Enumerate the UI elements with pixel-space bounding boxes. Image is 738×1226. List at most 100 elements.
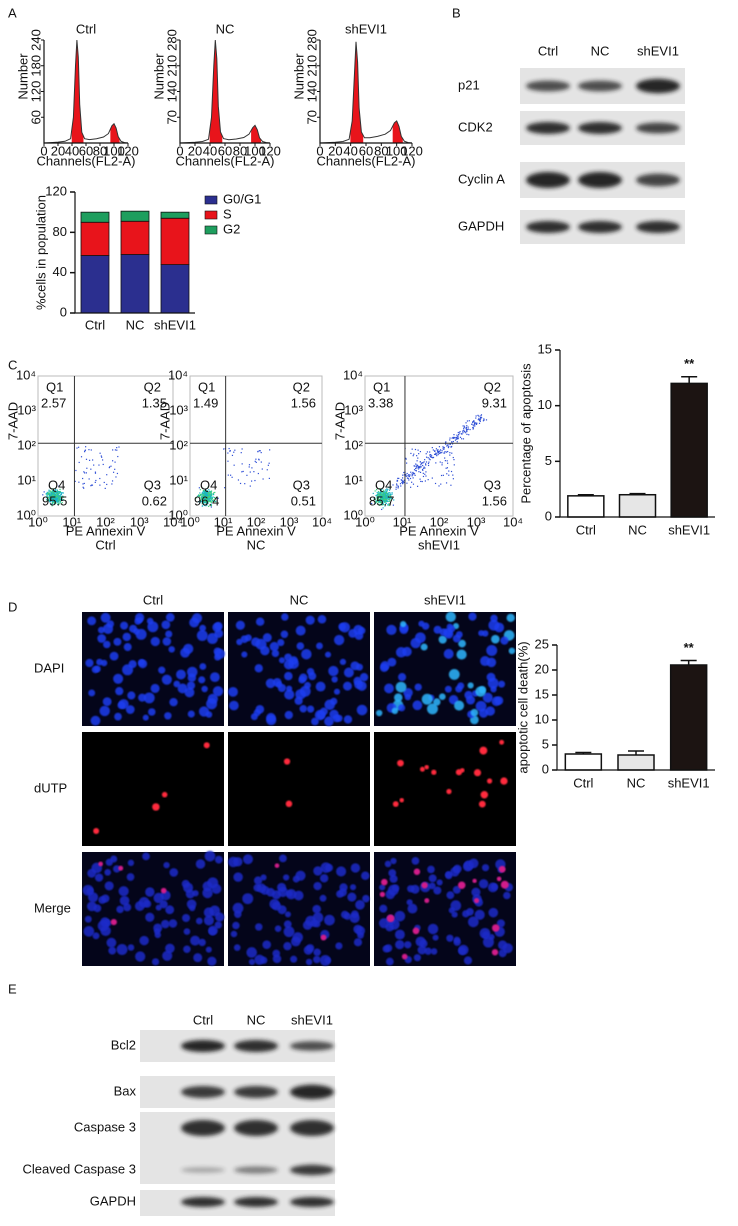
event-dot [445,482,448,484]
event-dot [461,438,463,440]
apoptotic-nucleus [480,790,489,799]
event-dot [384,499,387,501]
x-tick-label: 120 [401,143,423,158]
nucleus [113,637,122,646]
chart-title: shEVI1 [345,21,387,36]
nucleus [278,657,286,664]
x-tick-label: NC [628,522,647,537]
nucleus [400,620,407,628]
y-axis-label: apoptotic cell death(%) [515,641,530,773]
event-dot [211,494,213,496]
event-dot [202,493,205,495]
x-tick-label: 120 [259,143,281,158]
nucleus [413,954,421,962]
nucleus [212,686,224,697]
event-dot [227,474,229,476]
blot-band [636,221,680,233]
event-dot [410,486,412,488]
event-dot [253,471,255,473]
event-dot [49,496,51,498]
event-dot [237,479,240,481]
event-dot [480,417,483,419]
blot-band [234,1040,278,1052]
event-dot [85,458,88,460]
nucleus [404,941,412,949]
event-dot [49,494,51,496]
event-dot [111,480,114,482]
event-dot [415,467,417,469]
apoptotic-nucleus [161,791,168,798]
event-dot [379,494,381,496]
event-dot [203,498,205,500]
x-axis-label: Channels(FL2-A) [176,153,275,168]
event-dot [82,486,84,488]
event-dot [417,466,420,469]
event-dot [449,443,451,445]
nucleus [198,706,210,717]
nucleus [478,879,489,889]
event-dot [381,498,384,500]
nucleus [283,920,292,929]
y-tick-label: 0 [60,304,67,319]
nucleus [332,714,341,723]
nucleus [135,628,147,640]
nucleus [198,938,206,947]
blot-band [636,173,680,187]
apoptotic-nucleus [274,863,280,868]
event-dot [373,497,375,499]
event-dot [378,499,380,501]
event-dot [378,488,381,490]
event-dot [59,488,61,491]
event-dot [83,471,85,473]
event-dot [388,489,391,491]
nucleus [324,914,335,926]
nucleus [97,920,109,932]
y-axis-label: Number [15,53,30,100]
micrograph-bg [82,732,224,846]
x-tick-label: 10⁰ [180,514,200,529]
event-dot [214,497,216,500]
event-dot [52,494,54,496]
event-dot [213,493,215,496]
event-dot [59,496,61,498]
nucleus [159,900,168,909]
nucleus [233,872,243,882]
apoptotic-nucleus [399,798,404,803]
apoptotic-nucleus [496,876,502,882]
event-dot [482,420,485,422]
nucleus [255,617,265,626]
nucleus [339,883,348,892]
nucleus [387,657,397,667]
event-dot [59,501,61,503]
event-dot [415,466,418,468]
event-dot [414,465,416,467]
lane-label: Ctrl [538,43,558,58]
event-dot [55,502,57,504]
event-dot [387,488,389,491]
event-dot [444,460,446,462]
event-dot [199,493,202,496]
apoptotic-nucleus [500,880,509,889]
nucleus [384,860,392,868]
event-dot [383,490,385,492]
event-dot [100,455,102,457]
nucleus [343,715,353,724]
y-tick-label: 120 [28,81,43,103]
event-dot [430,455,432,457]
nucleus [94,873,104,882]
event-dot [231,454,234,457]
event-dot [88,478,90,480]
apoptotic-nucleus [499,739,505,745]
nucleus [127,859,135,867]
nucleus [142,714,149,721]
event-dot [376,489,378,491]
event-dot [474,425,476,427]
x-axis-label: Channels(FL2-A) [317,153,416,168]
sample-name: Ctrl [95,537,115,552]
nucleus [319,874,329,883]
nucleus [384,683,394,694]
micrograph [82,732,224,846]
bar [618,493,657,518]
event-dot [451,452,453,454]
event-dot [388,504,390,507]
